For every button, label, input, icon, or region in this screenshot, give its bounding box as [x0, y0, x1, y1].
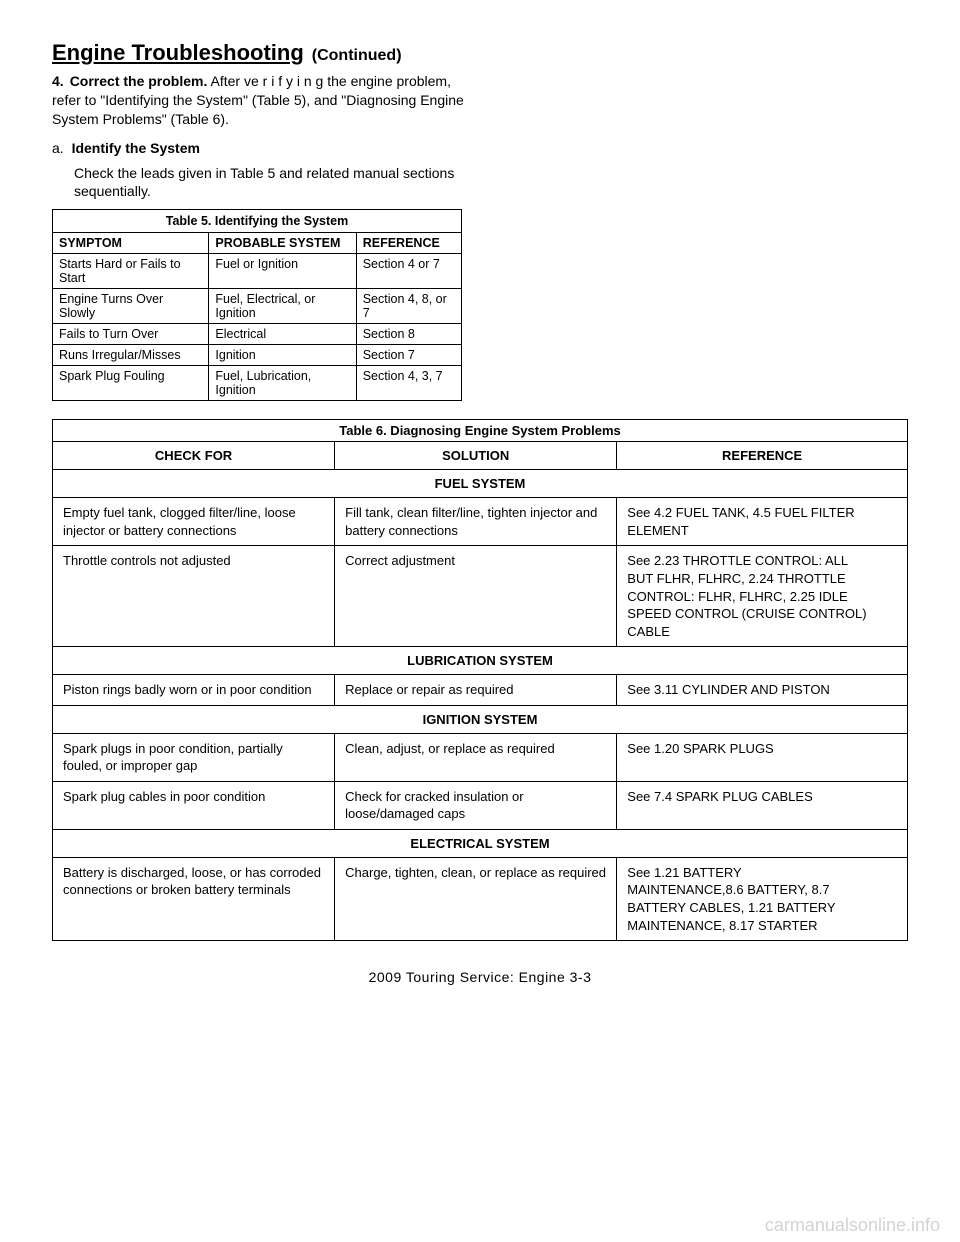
table-group-header: IGNITION SYSTEM — [53, 705, 908, 733]
table-cell: See 1.21 BATTERYMAINTENANCE,8.6 BATTERY,… — [617, 857, 908, 940]
page-title: Engine Troubleshooting — [52, 40, 304, 66]
subsection: a. Identify the System — [52, 139, 482, 158]
table-5-col-1: PROBABLE SYSTEM — [209, 233, 356, 254]
table-cell: Piston rings badly worn or in poor condi… — [53, 675, 335, 706]
table-row: Empty fuel tank, clogged filter/line, lo… — [53, 498, 908, 546]
table-cell: Section 7 — [356, 345, 461, 366]
title-line: Engine Troubleshooting (Continued) — [52, 40, 908, 66]
table-cell: Check for cracked insulation or loose/da… — [335, 781, 617, 829]
table-group-header: LUBRICATION SYSTEM — [53, 647, 908, 675]
table-cell: Spark Plug Fouling — [53, 366, 209, 401]
table-cell: Section 4, 3, 7 — [356, 366, 461, 401]
table-cell: Electrical — [209, 324, 356, 345]
table-6-col-1: SOLUTION — [335, 442, 617, 470]
table-row: Starts Hard or Fails to StartFuel or Ign… — [53, 254, 462, 289]
section-bold: Correct the problem. — [70, 73, 208, 89]
table-5-body: Starts Hard or Fails to StartFuel or Ign… — [53, 254, 462, 401]
table-row: Spark plug cables in poor conditionCheck… — [53, 781, 908, 829]
page-container: Engine Troubleshooting (Continued) 4. Cor… — [0, 0, 960, 1005]
table-5-header-row: SYMPTOM PROBABLE SYSTEM REFERENCE — [53, 233, 462, 254]
table-5-col-2: REFERENCE — [356, 233, 461, 254]
table-5: Table 5. Identifying the System SYMPTOM … — [52, 209, 462, 401]
table-6-caption: Table 6. Diagnosing Engine System Proble… — [52, 419, 908, 441]
table-6: Table 6. Diagnosing Engine System Proble… — [52, 419, 908, 941]
table-cell: Section 4 or 7 — [356, 254, 461, 289]
table-cell: Empty fuel tank, clogged filter/line, lo… — [53, 498, 335, 546]
table-5-col-0: SYMPTOM — [53, 233, 209, 254]
table-group-header: ELECTRICAL SYSTEM — [53, 829, 908, 857]
table-cell: Throttle controls not adjusted — [53, 546, 335, 647]
table-6-col-2: REFERENCE — [617, 442, 908, 470]
table-cell: Fuel, Lubrication, Ignition — [209, 366, 356, 401]
table-cell: Correct adjustment — [335, 546, 617, 647]
section-number: 4. — [52, 73, 64, 89]
table-cell: Charge, tighten, clean, or replace as re… — [335, 857, 617, 940]
subsection-title: Identify the System — [72, 140, 200, 156]
page-footer: 2009 Touring Service: Engine 3-3 — [52, 969, 908, 985]
table-row: Battery is discharged, loose, or has cor… — [53, 857, 908, 940]
subsection-body: Check the leads given in Table 5 and rel… — [74, 164, 504, 202]
table-row: Throttle controls not adjustedCorrect ad… — [53, 546, 908, 647]
table-group-header-cell: ELECTRICAL SYSTEM — [53, 829, 908, 857]
table-cell: Replace or repair as required — [335, 675, 617, 706]
table-cell: See 1.20 SPARK PLUGS — [617, 733, 908, 781]
table-group-header: FUEL SYSTEM — [53, 470, 908, 498]
table-row: Fails to Turn OverElectricalSection 8 — [53, 324, 462, 345]
table-cell: Fails to Turn Over — [53, 324, 209, 345]
table-cell: Fill tank, clean filter/line, tighten in… — [335, 498, 617, 546]
table-cell: Fuel or Ignition — [209, 254, 356, 289]
table-cell: Clean, adjust, or replace as required — [335, 733, 617, 781]
table-6-col-0: CHECK FOR — [53, 442, 335, 470]
table-cell: Section 8 — [356, 324, 461, 345]
table-row: Piston rings badly worn or in poor condi… — [53, 675, 908, 706]
table-cell: Ignition — [209, 345, 356, 366]
table-cell: Section 4, 8, or 7 — [356, 289, 461, 324]
page-title-paren: (Continued) — [312, 47, 402, 65]
table-cell: See 2.23 THROTTLE CONTROL: ALLBUT FLHR, … — [617, 546, 908, 647]
table-cell: Runs Irregular/Misses — [53, 345, 209, 366]
table-6-body: FUEL SYSTEMEmpty fuel tank, clogged filt… — [53, 470, 908, 941]
table-cell: Engine Turns Over Slowly — [53, 289, 209, 324]
table-cell: See 3.11 CYLINDER AND PISTON — [617, 675, 908, 706]
table-cell: Battery is discharged, loose, or has cor… — [53, 857, 335, 940]
watermark: carmanualsonline.info — [765, 1215, 940, 1236]
table-group-header-cell: IGNITION SYSTEM — [53, 705, 908, 733]
table-cell: See 4.2 FUEL TANK, 4.5 FUEL FILTER ELEME… — [617, 498, 908, 546]
table-6-header-row: CHECK FOR SOLUTION REFERENCE — [53, 442, 908, 470]
table-row: Spark Plug FoulingFuel, Lubrication, Ign… — [53, 366, 462, 401]
table-group-header-cell: LUBRICATION SYSTEM — [53, 647, 908, 675]
subsection-lead: a. — [52, 140, 64, 156]
table-row: Runs Irregular/MissesIgnitionSection 7 — [53, 345, 462, 366]
table-row: Engine Turns Over SlowlyFuel, Electrical… — [53, 289, 462, 324]
table-5-caption: Table 5. Identifying the System — [52, 209, 462, 232]
table-cell: Spark plugs in poor condition, partially… — [53, 733, 335, 781]
intro-paragraph: 4.Correct the problem. After ve r i f y … — [52, 72, 482, 129]
table-row: Spark plugs in poor condition, partially… — [53, 733, 908, 781]
table-cell: Fuel, Electrical, or Ignition — [209, 289, 356, 324]
table-cell: See 7.4 SPARK PLUG CABLES — [617, 781, 908, 829]
table-group-header-cell: FUEL SYSTEM — [53, 470, 908, 498]
table-cell: Starts Hard or Fails to Start — [53, 254, 209, 289]
table-cell: Spark plug cables in poor condition — [53, 781, 335, 829]
